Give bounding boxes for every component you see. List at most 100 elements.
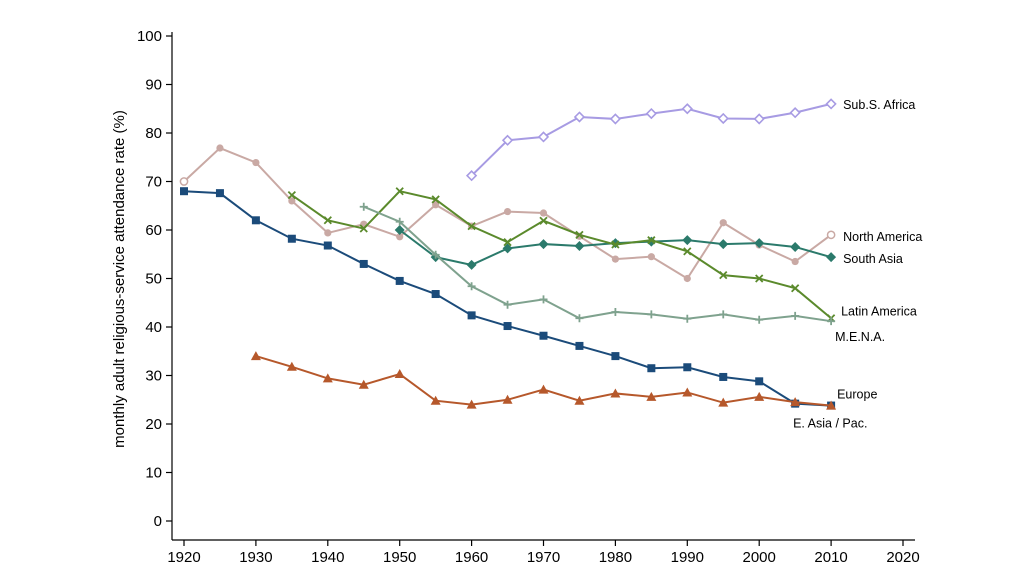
series-label-m-e-n-a: M.E.N.A. bbox=[835, 330, 885, 344]
series-line bbox=[255, 355, 832, 407]
series-label-south-asia: South Asia bbox=[843, 252, 903, 266]
data-point bbox=[791, 284, 800, 293]
series-m-e-n-a bbox=[359, 202, 836, 326]
data-point bbox=[539, 209, 548, 217]
data-point bbox=[503, 207, 512, 216]
data-point bbox=[322, 373, 333, 383]
data-point bbox=[431, 250, 440, 259]
x-tick-label: 1930 bbox=[239, 549, 272, 566]
data-point bbox=[251, 216, 260, 225]
y-tick-label: 30 bbox=[145, 368, 162, 385]
data-point bbox=[466, 399, 477, 409]
data-point bbox=[825, 98, 837, 110]
data-point bbox=[717, 112, 729, 125]
data-point bbox=[432, 201, 440, 209]
x-tick-label: 1940 bbox=[311, 549, 344, 566]
data-point bbox=[755, 377, 764, 386]
data-point bbox=[465, 170, 478, 182]
data-point bbox=[216, 144, 224, 152]
data-point bbox=[683, 247, 692, 256]
data-point bbox=[683, 314, 692, 323]
data-point bbox=[323, 241, 332, 250]
data-point bbox=[826, 252, 837, 263]
data-point bbox=[396, 233, 404, 241]
data-point bbox=[466, 259, 477, 270]
data-point bbox=[827, 317, 836, 326]
data-point bbox=[395, 276, 404, 285]
data-point bbox=[467, 282, 476, 291]
data-point bbox=[646, 391, 657, 401]
data-point bbox=[180, 187, 188, 196]
data-point bbox=[503, 322, 512, 331]
data-point bbox=[611, 307, 620, 316]
y-tick-label: 0 bbox=[154, 513, 162, 530]
data-point bbox=[215, 189, 224, 198]
data-point bbox=[288, 197, 296, 205]
data-point bbox=[683, 363, 692, 372]
data-point bbox=[611, 240, 620, 249]
data-point bbox=[537, 131, 550, 143]
data-point bbox=[287, 234, 296, 243]
data-point bbox=[252, 158, 260, 167]
data-point bbox=[467, 311, 476, 320]
x-tick-label: 2020 bbox=[886, 549, 919, 566]
x-tick-label: 1960 bbox=[455, 549, 488, 566]
data-point bbox=[755, 315, 764, 324]
series-line bbox=[363, 205, 832, 323]
y-tick-label: 90 bbox=[145, 77, 162, 94]
data-point bbox=[791, 311, 800, 320]
data-point bbox=[718, 397, 729, 407]
data-point bbox=[395, 187, 404, 196]
data-point bbox=[501, 134, 514, 146]
data-point bbox=[503, 237, 512, 247]
axes: 0 10 20 30 40 50 60 70 80 90 100 1920 1930 1940 1950 19… bbox=[137, 28, 920, 566]
data-point bbox=[502, 394, 513, 404]
data-point bbox=[395, 217, 404, 226]
data-point bbox=[645, 107, 657, 120]
series-line bbox=[183, 190, 832, 407]
data-point bbox=[647, 364, 656, 373]
x-tick-label: 2010 bbox=[814, 549, 847, 566]
series-labels: Sub.S. Africa North America South Asia Lati… bbox=[793, 98, 922, 431]
data-point bbox=[791, 257, 799, 266]
data-point bbox=[647, 310, 656, 319]
y-tick-label: 100 bbox=[137, 28, 162, 45]
y-tick-label: 40 bbox=[145, 319, 162, 336]
y-axis-label: monthly adult religious-service attendan… bbox=[111, 110, 128, 448]
data-point bbox=[754, 391, 765, 401]
data-point bbox=[755, 274, 764, 283]
data-point bbox=[359, 224, 368, 233]
series-north-america bbox=[179, 144, 836, 283]
data-point bbox=[503, 300, 512, 309]
y-tick-label: 10 bbox=[145, 465, 162, 482]
x-tick-label: 1990 bbox=[671, 549, 704, 566]
data-point bbox=[539, 216, 548, 225]
data-point bbox=[789, 106, 801, 119]
data-point bbox=[575, 341, 584, 350]
y-tick-label: 60 bbox=[145, 222, 162, 239]
data-point bbox=[609, 113, 622, 125]
data-point bbox=[430, 395, 441, 405]
data-point bbox=[323, 216, 332, 225]
series-label-europe: Europe bbox=[837, 388, 877, 402]
data-point bbox=[358, 379, 369, 389]
series-lines bbox=[179, 98, 837, 410]
data-point bbox=[683, 274, 691, 283]
series-label-latin-america: Latin America bbox=[841, 304, 917, 318]
data-point bbox=[611, 255, 620, 263]
data-point bbox=[286, 361, 297, 371]
series-latin-america bbox=[287, 187, 836, 323]
data-point bbox=[610, 388, 621, 398]
data-point bbox=[753, 113, 765, 125]
data-point bbox=[719, 270, 728, 280]
data-point bbox=[682, 387, 693, 397]
y-tick-label: 20 bbox=[145, 416, 162, 433]
data-point bbox=[682, 235, 693, 246]
y-tick-label: 50 bbox=[145, 271, 162, 288]
data-point bbox=[539, 295, 548, 304]
data-point bbox=[394, 369, 405, 379]
data-point bbox=[359, 259, 368, 268]
data-point bbox=[826, 230, 836, 240]
data-point bbox=[790, 241, 801, 252]
